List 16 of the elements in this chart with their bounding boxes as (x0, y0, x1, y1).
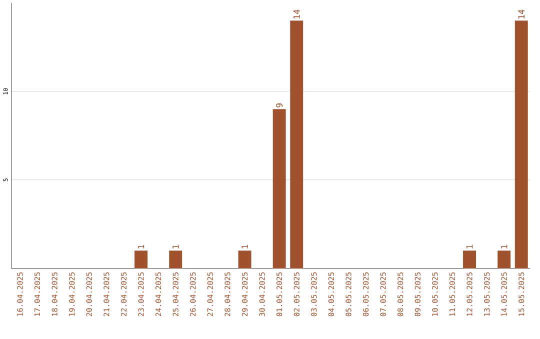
bar (134, 250, 148, 268)
data-label: 1 (138, 244, 144, 248)
bar (498, 250, 511, 268)
bar (238, 250, 252, 268)
data-label: 1 (501, 244, 508, 248)
bar (514, 20, 528, 268)
data-label: 1 (172, 244, 179, 248)
data-label: 9 (276, 103, 283, 108)
bar (290, 20, 304, 268)
data-label: 14 (518, 10, 524, 18)
data-label: 14 (294, 10, 300, 18)
bar (272, 109, 286, 268)
bar (169, 250, 182, 268)
bar (463, 250, 476, 268)
data-label: 1 (242, 244, 248, 248)
data-label: 1 (466, 244, 473, 248)
